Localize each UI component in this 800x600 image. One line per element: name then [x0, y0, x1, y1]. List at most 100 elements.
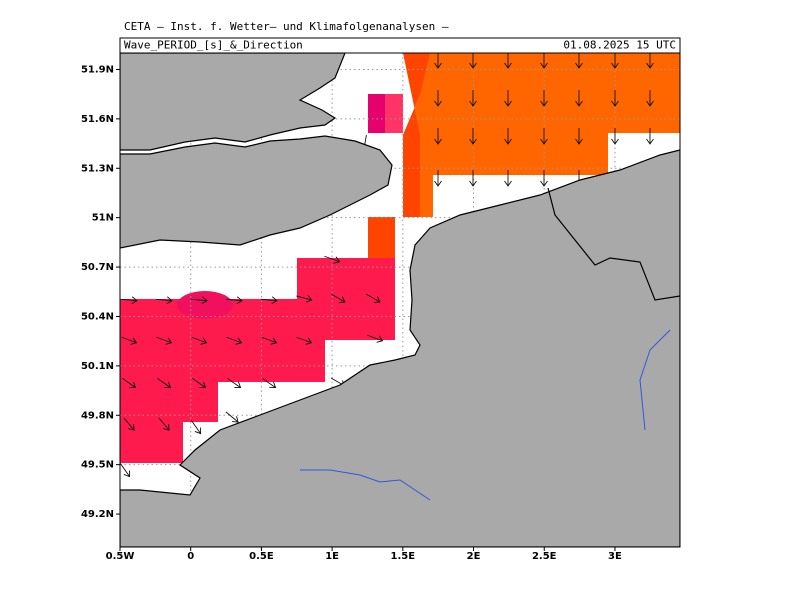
arrow	[367, 334, 384, 343]
arrow	[504, 53, 512, 69]
arrow	[504, 128, 512, 145]
arrow	[156, 336, 173, 345]
arrow-shape	[434, 128, 442, 145]
arrow	[504, 90, 512, 107]
arrow-shape	[540, 90, 548, 107]
arrow-shape	[296, 295, 313, 303]
arrow-shape	[646, 90, 654, 107]
arrow	[120, 296, 138, 305]
lat-tick-label: 51.3N	[81, 163, 114, 174]
arrow	[611, 53, 619, 69]
arrow	[365, 293, 381, 303]
arrow-shape	[158, 417, 170, 431]
lon-tick-label: 1.5E	[391, 551, 416, 562]
arrow	[191, 336, 208, 345]
lat-tick-label: 50.4N	[81, 311, 114, 322]
arrow	[227, 378, 242, 389]
arrow	[155, 296, 173, 305]
arrow-shape	[157, 378, 172, 389]
arrow	[469, 128, 477, 145]
arrow-shape	[504, 170, 512, 187]
arrow-shape	[227, 378, 242, 389]
arrow	[540, 170, 548, 187]
arrow-shape	[155, 296, 173, 305]
arrow-shape	[575, 53, 583, 69]
arrow	[646, 128, 654, 145]
arrow-shape	[192, 378, 207, 389]
arrow	[469, 170, 477, 187]
arrow-shape	[191, 420, 202, 435]
border	[547, 187, 680, 301]
arrow	[540, 90, 548, 107]
arrow	[540, 53, 548, 69]
arrow	[575, 53, 583, 69]
lon-tick-label: 0.5W	[106, 551, 135, 562]
wave-field-magenta	[177, 291, 233, 319]
arrow-shape	[504, 53, 512, 69]
arrow-shape	[261, 336, 278, 345]
arrow-shape	[469, 128, 477, 145]
lat-tick-label: 49.8N	[81, 410, 114, 421]
arrow-shape	[330, 293, 346, 303]
lon-tick-label: 2.5E	[532, 551, 557, 562]
arrow	[296, 336, 313, 345]
valid-time: 01.08.2025 15 UTC	[563, 39, 676, 52]
lon-tick-label: 3E	[608, 551, 622, 562]
arrow	[434, 53, 442, 69]
arrow-shape	[646, 128, 654, 145]
land-essex	[120, 53, 346, 151]
arrow-shape	[611, 53, 619, 69]
arrow-shape	[367, 334, 384, 343]
arrow-shape	[540, 128, 548, 145]
field-name: Wave_PERIOD_[s]_&_Direction	[124, 39, 303, 52]
arrow	[324, 255, 341, 264]
arrow-shape	[324, 255, 341, 264]
arrow-shape	[225, 411, 239, 423]
institute-title: CETA — Inst. f. Wetter— und Klimafolgena…	[124, 20, 449, 33]
arrow-shape	[469, 170, 477, 187]
lat-tick-label: 51N	[92, 213, 114, 224]
arrow	[434, 128, 442, 145]
arrow	[504, 170, 512, 187]
river	[639, 329, 671, 431]
arrow	[540, 128, 548, 145]
map-area	[120, 53, 680, 547]
arrow-shape	[190, 296, 208, 305]
arrow	[157, 378, 172, 389]
arrow	[575, 128, 583, 145]
wave-field-orange	[403, 53, 680, 217]
arrow-shape	[575, 128, 583, 145]
arrow-shape	[225, 296, 243, 305]
arrow-shape	[120, 463, 131, 478]
arrow-shape	[611, 90, 619, 107]
arrow-shape	[120, 296, 138, 305]
arrow-shape	[260, 296, 278, 305]
arrow-shape	[365, 293, 381, 303]
arrow-shape	[646, 53, 654, 69]
river	[300, 469, 431, 501]
arrow	[192, 378, 207, 389]
arrow	[575, 90, 583, 107]
arrow-shape	[434, 170, 442, 187]
arrow	[434, 90, 442, 107]
arrow-shape	[469, 53, 477, 69]
arrow	[611, 90, 619, 107]
arrow	[434, 170, 442, 187]
lat-tick-label: 50.7N	[81, 262, 114, 273]
arrow	[226, 336, 243, 345]
arrow-shape	[434, 53, 442, 69]
lat-tick-label: 51.6N	[81, 114, 114, 125]
arrow	[122, 378, 137, 389]
arrow	[225, 296, 243, 305]
arrow	[646, 90, 654, 107]
arrow-shape	[296, 336, 313, 345]
arrow	[469, 90, 477, 107]
arrow-shape	[156, 336, 173, 345]
arrow	[296, 295, 313, 303]
arrow-shape	[226, 336, 243, 345]
arrow	[611, 128, 619, 145]
arrow	[260, 296, 278, 305]
